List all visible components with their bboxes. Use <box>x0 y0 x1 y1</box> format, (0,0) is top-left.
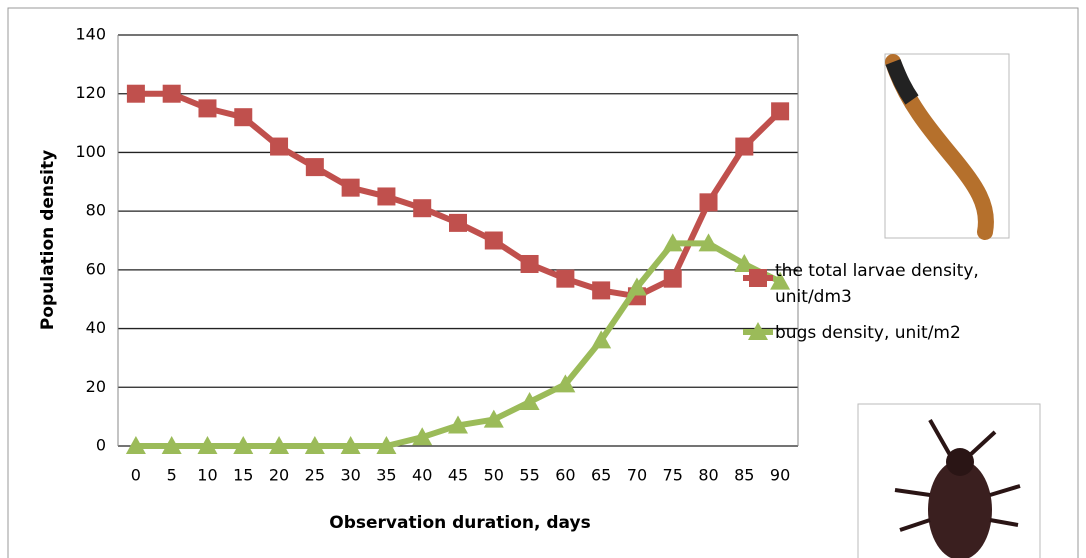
data-point <box>163 85 181 103</box>
y-tick-label: 140 <box>75 25 106 44</box>
x-tick-label: 10 <box>197 466 217 485</box>
legend-label: the total larvae density, unit/dm3 <box>775 258 1015 310</box>
data-point <box>521 255 539 273</box>
x-tick-label: 85 <box>734 466 754 485</box>
data-point <box>735 138 753 156</box>
beetle-picture <box>858 404 1040 558</box>
x-tick-label: 45 <box>448 466 468 485</box>
x-tick-label: 25 <box>305 466 325 485</box>
x-axis-title: Observation duration, days <box>329 513 590 533</box>
y-tick-label: 60 <box>86 259 106 278</box>
x-tick-label: 80 <box>698 466 718 485</box>
x-tick-label: 0 <box>131 466 141 485</box>
x-tick-label: 60 <box>555 466 575 485</box>
x-tick-label: 40 <box>412 466 432 485</box>
x-tick-label: 55 <box>519 466 539 485</box>
data-point <box>127 85 145 103</box>
data-point <box>377 187 395 205</box>
x-tick-label: 75 <box>663 466 683 485</box>
y-tick-label: 80 <box>86 201 106 220</box>
legend-label: bugs density, unit/m2 <box>775 320 1015 346</box>
data-point <box>198 99 216 117</box>
y-tick-label: 40 <box>86 318 106 337</box>
data-point <box>234 108 252 126</box>
x-tick-label: 20 <box>269 466 289 485</box>
y-tick-label: 0 <box>96 436 106 455</box>
data-point <box>485 232 503 250</box>
data-point <box>700 193 718 211</box>
data-point <box>270 138 288 156</box>
x-tick-label: 90 <box>770 466 790 485</box>
x-tick-label: 70 <box>627 466 647 485</box>
data-point <box>664 270 682 288</box>
page: Observation duration, days Population de… <box>0 0 1086 558</box>
y-tick-label: 100 <box>75 142 106 161</box>
x-tick-label: 65 <box>591 466 611 485</box>
x-tick-label: 15 <box>233 466 253 485</box>
x-tick-label: 5 <box>167 466 177 485</box>
data-point <box>592 281 610 299</box>
x-tick-label: 30 <box>340 466 360 485</box>
larva-picture <box>885 54 1009 238</box>
data-point <box>556 270 574 288</box>
y-axis-title: Population density <box>38 150 58 330</box>
data-point <box>306 158 324 176</box>
y-tick-label: 120 <box>75 83 106 102</box>
data-point <box>449 214 467 232</box>
data-point <box>771 102 789 120</box>
x-tick-label: 50 <box>484 466 504 485</box>
data-point <box>342 179 360 197</box>
x-tick-label: 35 <box>376 466 396 485</box>
data-point <box>413 199 431 217</box>
legend-marker <box>749 269 767 287</box>
y-tick-label: 20 <box>86 377 106 396</box>
